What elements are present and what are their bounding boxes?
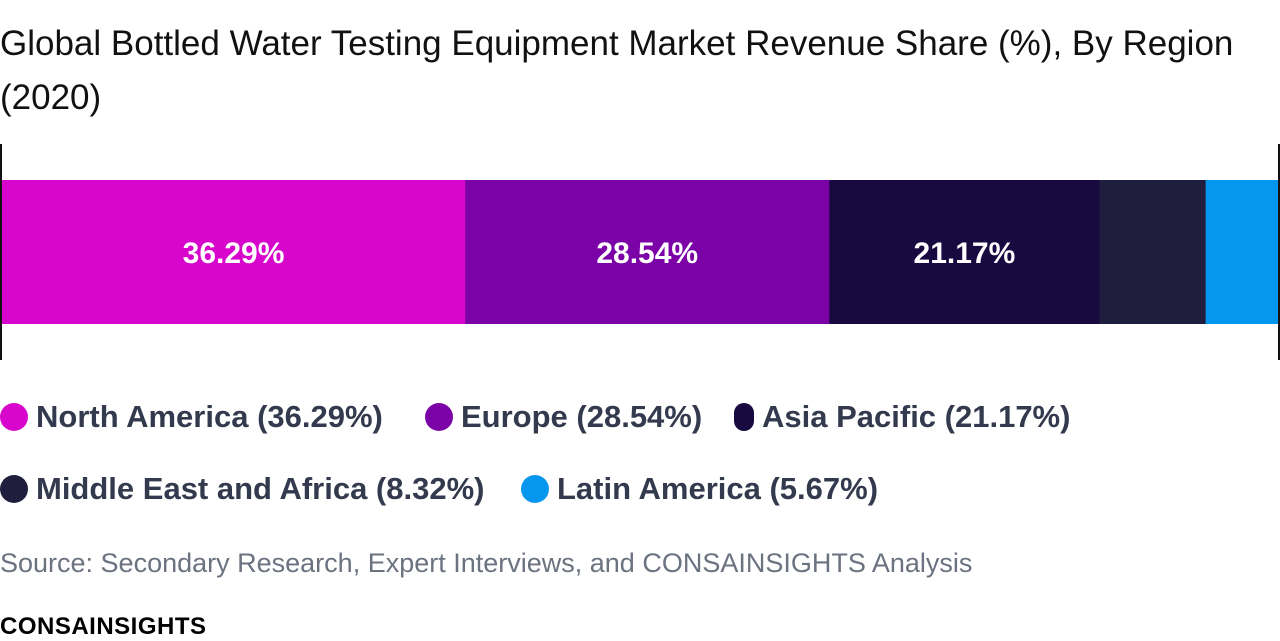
legend-swatch-asia-pacific: [734, 403, 754, 431]
stacked-bar-chart: 36.29% 28.54% 21.17%: [0, 144, 1280, 360]
legend-item-asia-pacific[interactable]: Asia Pacific (21.17%): [734, 397, 1070, 437]
legend-swatch-north-america: [0, 403, 28, 431]
bar-segment-middle-east-and-africa[interactable]: [1099, 180, 1207, 324]
bar-segment-europe[interactable]: [465, 180, 830, 324]
legend-item-europe[interactable]: Europe (28.54%): [425, 397, 702, 437]
legend-label-asia-pacific: Asia Pacific (21.17%): [762, 399, 1071, 434]
legend-label-north-america: North America (36.29%): [36, 399, 383, 434]
legend-label-latin-america: Latin America (5.67%): [557, 471, 879, 506]
legend-item-middle-east-africa[interactable]: Middle East and Africa (8.32%): [0, 469, 484, 509]
legend-swatch-latin-america: [521, 475, 549, 503]
legend-item-north-america[interactable]: North America (36.29%): [0, 397, 383, 437]
data-label-north-america: 36.29%: [183, 237, 285, 270]
legend-label-europe: Europe (28.54%): [461, 399, 703, 434]
legend-item-latin-america[interactable]: Latin America (5.67%): [521, 469, 878, 509]
data-label-asia-pacific: 21.17%: [914, 237, 1016, 270]
chart-title: Global Bottled Water Testing Equipment M…: [0, 24, 1234, 117]
legend-label-middle-east-africa: Middle East and Africa (8.32%): [36, 471, 485, 506]
bar-segment-north-america[interactable]: [2, 180, 466, 324]
legend-swatch-middle-east-africa: [0, 475, 28, 503]
bar-segment-latin-america[interactable]: [1205, 180, 1279, 324]
brand-logo: CONSAINSIGHTS: [0, 613, 207, 640]
bar-segments: [2, 180, 1279, 324]
bar-segment-asia-pacific[interactable]: [829, 180, 1100, 324]
data-label-europe: 28.54%: [596, 237, 698, 270]
legend-swatch-europe: [425, 403, 453, 431]
bar-data-labels: 36.29% 28.54% 21.17%: [183, 237, 1016, 270]
source-note: Source: Secondary Research, Expert Inter…: [0, 548, 973, 578]
